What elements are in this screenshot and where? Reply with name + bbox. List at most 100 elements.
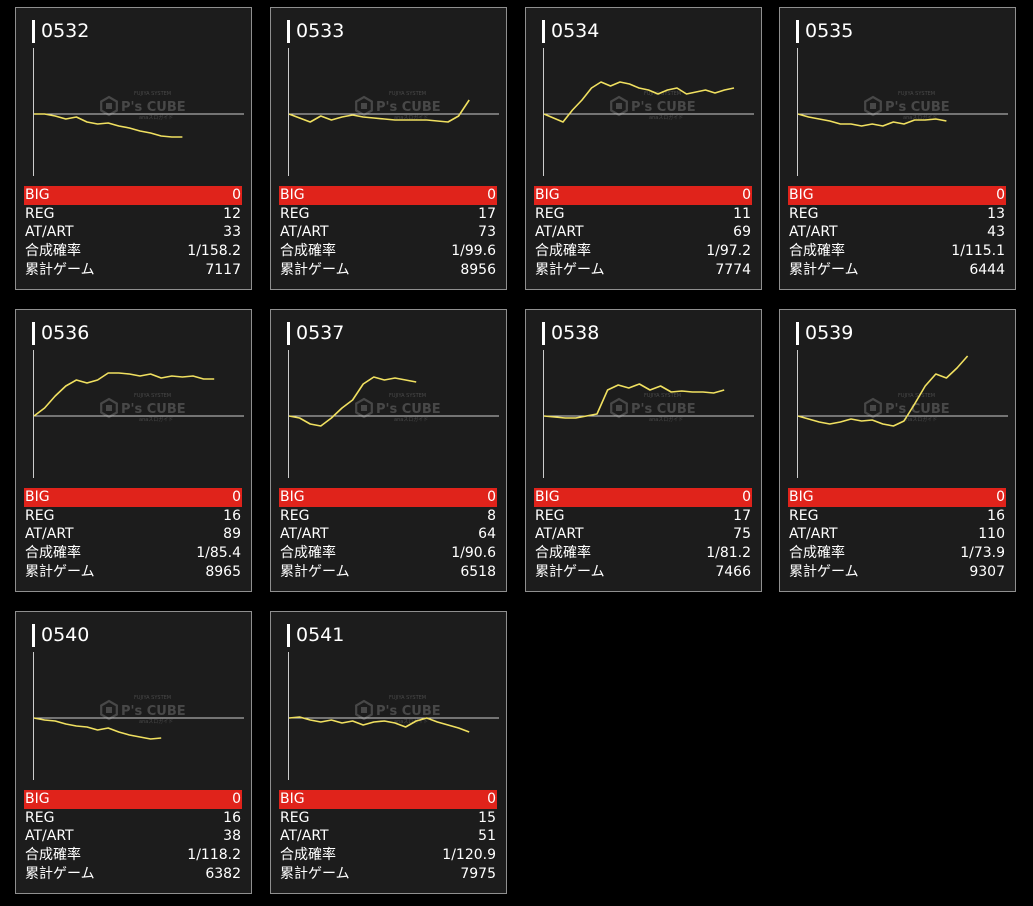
stats-table: BIG 0 REG 8 AT/ART 64 合成確率 1/90.6 累計ゲーム 6518	[279, 488, 497, 581]
title-accent-bar	[287, 321, 290, 345]
watermark-brand: P's CUBE	[376, 402, 441, 417]
total-games-row-label: 累計ゲーム	[280, 261, 350, 278]
stats-table: BIG 0 REG 16 AT/ART 110 合成確率 1/73.9 累計ゲーム 9307	[788, 488, 1006, 581]
big-row-label: BIG	[789, 489, 814, 505]
total-games-row-label: 累計ゲーム	[789, 261, 859, 278]
at-art-row-value: 38	[223, 828, 241, 845]
big-row-value: 0	[996, 489, 1005, 505]
machine-number[interactable]: 0532	[41, 20, 90, 42]
machine-card[interactable]: 0536 FUJIYA SYSTEM P's CUBE anaスロガイド BIG 0 REG…	[15, 309, 252, 592]
machine-number[interactable]: 0533	[296, 20, 345, 42]
total-games-row-label: 累計ゲーム	[25, 261, 95, 278]
big-row: BIG 0	[24, 790, 242, 809]
card-header: 0535	[796, 18, 853, 44]
big-row-value: 0	[232, 187, 241, 203]
reg-row-label: REG	[25, 809, 55, 826]
reg-row: REG 15	[279, 809, 497, 828]
watermark-tagline-top: FUJIYA SYSTEM	[134, 695, 171, 701]
stats-table: BIG 0 REG 16 AT/ART 89 合成確率 1/85.4 累計ゲーム 8965	[24, 488, 242, 581]
cube-icon	[610, 95, 628, 117]
combined-probability-row: 合成確率 1/115.1	[788, 242, 1006, 261]
title-accent-bar	[32, 19, 35, 43]
machine-number[interactable]: 0537	[296, 322, 345, 344]
machine-card[interactable]: 0540 FUJIYA SYSTEM P's CUBE anaスロガイド BIG 0 REG…	[15, 611, 252, 894]
combined-probability-row-label: 合成確率	[280, 847, 336, 864]
combined-probability-row: 合成確率 1/158.2	[24, 242, 242, 261]
watermark-tagline-bottom: anaスロガイド	[649, 114, 683, 121]
cube-core-icon	[616, 405, 622, 411]
combined-probability-row-label: 合成確率	[789, 243, 845, 260]
watermark-brand: P's CUBE	[121, 100, 186, 115]
machine-card[interactable]: 0535 FUJIYA SYSTEM P's CUBE anaスロガイド BIG 0 REG…	[779, 7, 1016, 290]
at-art-row-value: 64	[478, 526, 496, 543]
total-games-row-label: 累計ゲーム	[280, 865, 350, 882]
card-header: 0534	[542, 18, 599, 44]
watermark-tagline-top: FUJIYA SYSTEM	[389, 393, 426, 399]
machine-number[interactable]: 0536	[41, 322, 90, 344]
at-art-row: AT/ART 89	[24, 525, 242, 544]
cube-icon	[355, 699, 373, 721]
big-row-value: 0	[742, 187, 751, 203]
cube-core-icon	[616, 103, 622, 109]
total-games-row-value: 8956	[460, 261, 496, 278]
total-games-row: 累計ゲーム 8956	[279, 261, 497, 280]
combined-probability-row: 合成確率 1/97.2	[534, 242, 752, 261]
combined-probability-row-value: 1/90.6	[451, 545, 496, 562]
machine-number[interactable]: 0541	[296, 624, 345, 646]
total-games-row: 累計ゲーム 6382	[24, 865, 242, 884]
title-accent-bar	[32, 623, 35, 647]
at-art-row-label: AT/ART	[25, 828, 74, 845]
combined-probability-row-label: 合成確率	[789, 545, 845, 562]
stats-table: BIG 0 REG 11 AT/ART 69 合成確率 1/97.2 累計ゲーム 7774	[534, 186, 752, 279]
at-art-row-value: 69	[733, 224, 751, 241]
machine-number[interactable]: 0535	[805, 20, 854, 42]
reg-row: REG 11	[534, 205, 752, 224]
machine-number[interactable]: 0540	[41, 624, 90, 646]
cube-core-icon	[106, 103, 112, 109]
machine-card[interactable]: 0538 FUJIYA SYSTEM P's CUBE anaスロガイド BIG 0 REG…	[525, 309, 762, 592]
machine-number[interactable]: 0539	[805, 322, 854, 344]
big-row-label: BIG	[535, 187, 560, 203]
at-art-row-label: AT/ART	[25, 526, 74, 543]
machine-number[interactable]: 0538	[551, 322, 600, 344]
total-games-row-label: 累計ゲーム	[535, 563, 605, 580]
total-games-row: 累計ゲーム 7774	[534, 261, 752, 280]
title-accent-bar	[542, 321, 545, 345]
machine-card[interactable]: 0539 FUJIYA SYSTEM P's CUBE anaスロガイド BIG 0 REG…	[779, 309, 1016, 592]
machine-card[interactable]: 0537 FUJIYA SYSTEM P's CUBE anaスロガイド BIG 0 REG…	[270, 309, 507, 592]
watermark-brand: P's CUBE	[121, 704, 186, 719]
at-art-row: AT/ART 43	[788, 223, 1006, 242]
reg-row: REG 8	[279, 507, 497, 526]
stats-table: BIG 0 REG 17 AT/ART 73 合成確率 1/99.6 累計ゲーム 8956	[279, 186, 497, 279]
at-art-row-label: AT/ART	[280, 526, 329, 543]
big-row-value: 0	[232, 791, 241, 807]
total-games-row-label: 累計ゲーム	[535, 261, 605, 278]
watermark-tagline-top: FUJIYA SYSTEM	[898, 393, 935, 399]
machine-card[interactable]: 0533 FUJIYA SYSTEM P's CUBE anaスロガイド BIG 0 REG…	[270, 7, 507, 290]
card-header: 0532	[32, 18, 89, 44]
at-art-row-value: 73	[478, 224, 496, 241]
combined-probability-row-value: 1/120.9	[442, 847, 496, 864]
machine-card[interactable]: 0532 FUJIYA SYSTEM P's CUBE anaスロガイド BIG 0 REG…	[15, 7, 252, 290]
reg-row: REG 16	[788, 507, 1006, 526]
slump-line	[288, 716, 470, 733]
machine-card[interactable]: 0541 FUJIYA SYSTEM P's CUBE anaスロガイド BIG 0 REG…	[270, 611, 507, 894]
at-art-row: AT/ART 73	[279, 223, 497, 242]
cube-core-icon	[870, 405, 876, 411]
slump-line	[33, 717, 162, 740]
big-row: BIG 0	[279, 186, 497, 205]
cube-icon	[864, 95, 882, 117]
machine-card[interactable]: 0534 FUJIYA SYSTEM P's CUBE anaスロガイド BIG 0 REG…	[525, 7, 762, 290]
reg-row-label: REG	[535, 507, 565, 524]
reg-row-value: 8	[487, 507, 496, 524]
combined-probability-row-label: 合成確率	[25, 847, 81, 864]
combined-probability-row-value: 1/158.2	[187, 243, 241, 260]
total-games-row: 累計ゲーム 9307	[788, 563, 1006, 582]
machine-number[interactable]: 0534	[551, 20, 600, 42]
card-header: 0536	[32, 320, 89, 346]
combined-probability-row-label: 合成確率	[25, 545, 81, 562]
